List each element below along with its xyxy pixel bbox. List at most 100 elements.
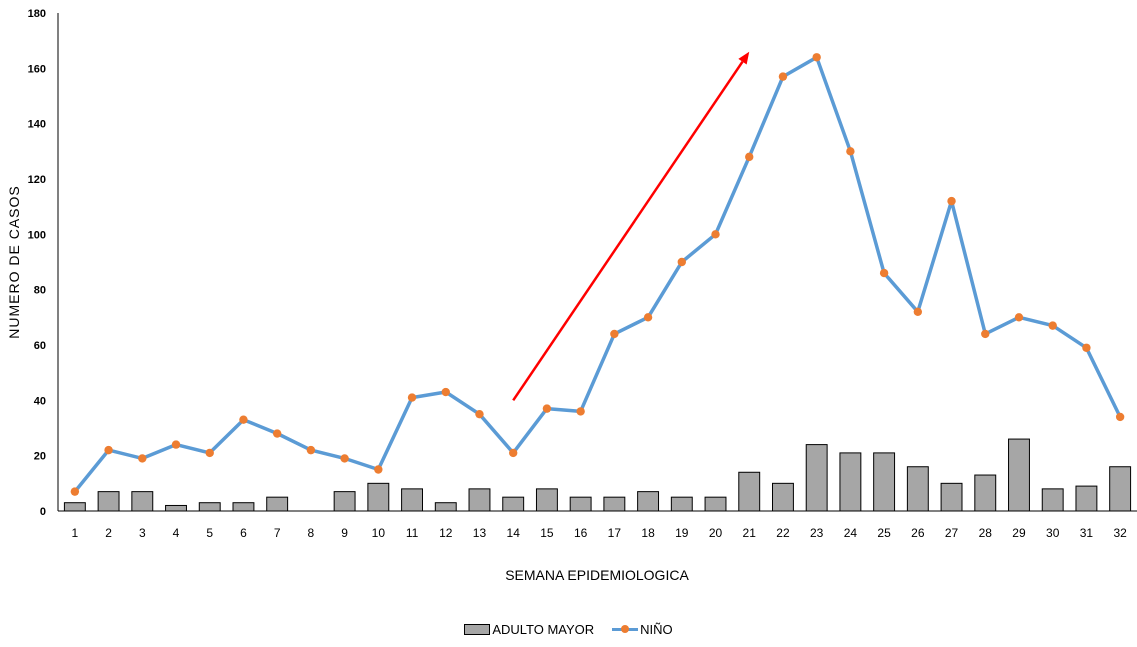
- line-point: [846, 147, 855, 156]
- line-point: [70, 487, 80, 496]
- x-tick-label: 31: [1080, 526, 1094, 540]
- x-tick-label: 24: [844, 526, 858, 540]
- x-tick-label: 7: [274, 526, 281, 540]
- y-tick-label: 80: [34, 285, 46, 297]
- bar: [940, 482, 963, 512]
- x-tick-label: 4: [173, 526, 180, 540]
- x-tick-label: 21: [743, 526, 757, 540]
- y-tick-label: 100: [28, 229, 46, 241]
- trend-arrow-head: [738, 51, 750, 65]
- bar: [401, 488, 423, 512]
- legend-item-nino[interactable]: NIÑO: [612, 622, 673, 637]
- y-tick-label: 0: [40, 506, 46, 518]
- trend-arrow-shaft: [512, 60, 744, 402]
- line-point: [441, 387, 450, 397]
- x-tick-label: 17: [608, 526, 622, 540]
- line-point: [913, 307, 923, 316]
- x-tick-label: 14: [507, 526, 521, 540]
- bar: [333, 491, 356, 512]
- x-tick-label: 6: [240, 526, 247, 540]
- bar: [805, 444, 828, 512]
- x-tick-label: 22: [776, 526, 790, 540]
- line-point: [1048, 321, 1057, 330]
- x-tick-label: 8: [308, 526, 315, 540]
- y-tick-label: 60: [34, 340, 46, 352]
- bar-series-adulto-mayor: [63, 438, 1132, 512]
- bar: [974, 474, 997, 512]
- x-tick-label: 23: [810, 526, 824, 540]
- y-tick-label: 20: [34, 451, 46, 463]
- line-point: [171, 440, 181, 449]
- x-tick-label: 16: [574, 526, 588, 540]
- bar: [367, 482, 390, 512]
- bar: [97, 491, 120, 512]
- line-point: [374, 465, 383, 474]
- bar: [1041, 488, 1064, 512]
- x-tick-label: 19: [675, 526, 689, 540]
- x-tick-label: 12: [439, 526, 453, 540]
- x-tick-label: 26: [911, 526, 925, 540]
- bar: [63, 502, 86, 512]
- y-tick-label: 140: [28, 119, 46, 131]
- y-tick-label: 120: [28, 174, 46, 186]
- bar: [738, 471, 761, 512]
- bar: [1075, 485, 1098, 512]
- line-point: [407, 393, 417, 402]
- line-point: [1115, 412, 1125, 422]
- line-point: [745, 152, 754, 162]
- line-point: [879, 268, 889, 278]
- line-point: [576, 407, 585, 416]
- line-point: [509, 448, 518, 458]
- bar: [873, 452, 896, 512]
- x-axis-title: SEMANA EPIDEMIOLOGICA: [505, 567, 689, 583]
- line-point: [947, 196, 956, 206]
- line-point: [1082, 343, 1091, 352]
- trend-annotation: [512, 51, 750, 402]
- y-axis: 0 20 40 60 80 100 120 140 160 180: [28, 8, 59, 518]
- bar: [198, 502, 221, 512]
- line-point: [205, 448, 214, 458]
- x-tick-label: 9: [341, 526, 348, 540]
- x-tick-label: 11: [406, 526, 419, 540]
- line-point: [711, 230, 720, 239]
- bar: [434, 502, 457, 512]
- bar: [906, 466, 929, 512]
- bar: [1109, 466, 1132, 512]
- legend: ADULTO MAYOR NIÑO: [0, 622, 1137, 637]
- bar: [232, 502, 255, 512]
- line-point: [812, 53, 821, 62]
- bar: [704, 496, 727, 512]
- bar: [502, 496, 525, 512]
- line-point: [1014, 313, 1024, 322]
- legend-label-nino: NIÑO: [640, 622, 673, 637]
- y-tick-label: 40: [34, 395, 46, 407]
- x-tick-label: 25: [877, 526, 891, 540]
- bar: [637, 491, 660, 512]
- y-axis-title: NUMERO DE CASOS: [6, 185, 22, 338]
- line-point: [778, 72, 788, 81]
- line-point: [239, 415, 248, 424]
- bar: [468, 488, 491, 512]
- line-point: [138, 454, 147, 463]
- line-point: [643, 313, 653, 322]
- x-tick-label: 28: [979, 526, 993, 540]
- y-tick-label: 160: [28, 63, 46, 75]
- line-point: [981, 329, 990, 339]
- line-point: [542, 404, 552, 413]
- x-tick-label: 1: [72, 526, 79, 540]
- line-point: [272, 429, 282, 438]
- legend-label-adulto-mayor: ADULTO MAYOR: [492, 622, 595, 637]
- bar: [165, 504, 187, 512]
- x-tick-label: 29: [1012, 526, 1026, 540]
- line-point: [340, 454, 349, 463]
- x-tick-label: 18: [641, 526, 655, 540]
- series-line: [73, 55, 1122, 493]
- legend-item-adulto-mayor[interactable]: ADULTO MAYOR: [464, 622, 594, 637]
- x-tick-label: 20: [709, 526, 723, 540]
- legend-line-swatch-icon: [612, 624, 639, 635]
- bar: [266, 496, 289, 512]
- bar: [839, 452, 862, 512]
- line-point: [475, 409, 484, 419]
- x-tick-label: 13: [473, 526, 487, 540]
